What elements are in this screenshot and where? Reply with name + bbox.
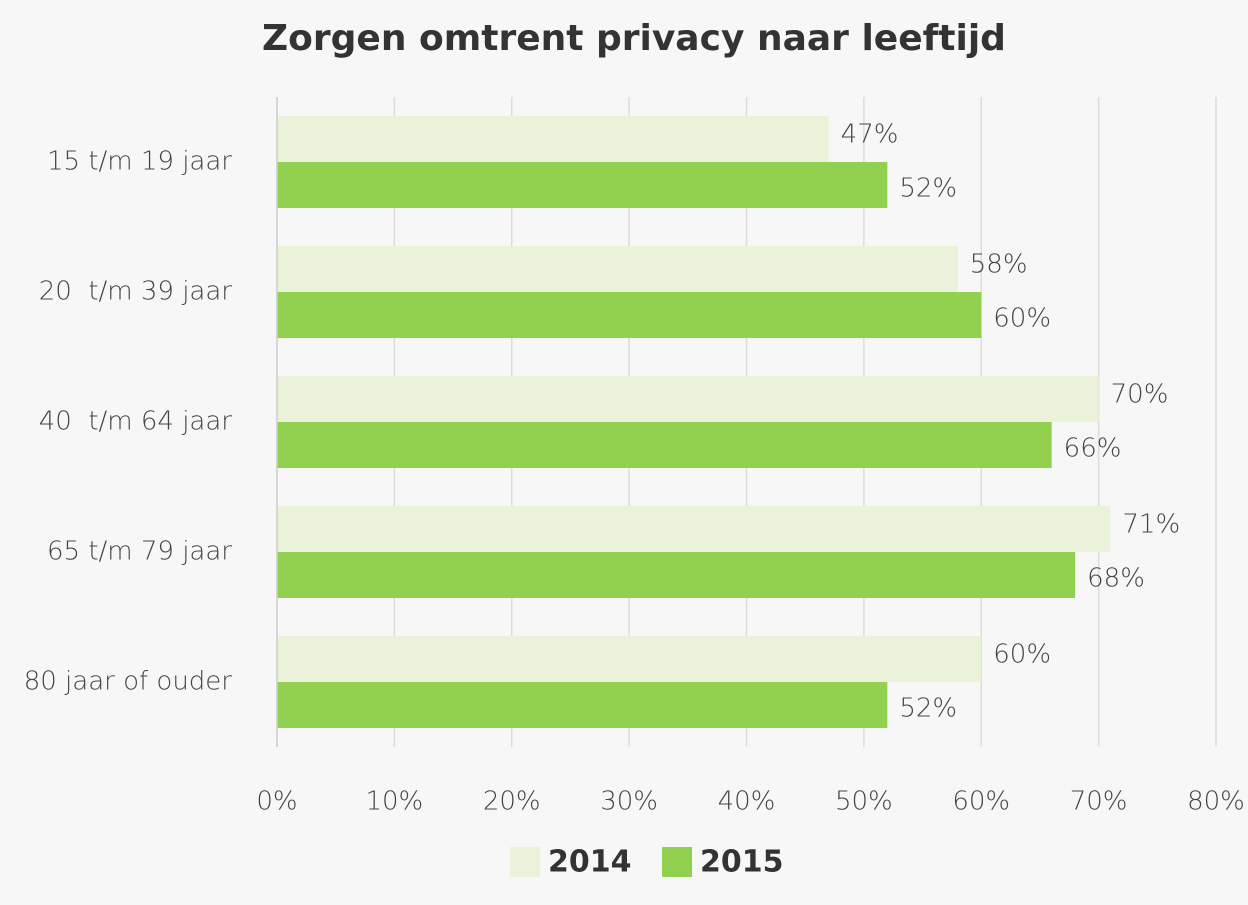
data-label: 68% (1087, 564, 1145, 594)
y-tick-label: 65 t/m 79 jaar (47, 537, 232, 567)
data-label: 66% (1064, 434, 1122, 464)
legend-label: 2014 (548, 845, 632, 880)
y-tick-label: 40 t/m 64 jaar (39, 407, 233, 437)
bar (277, 506, 1111, 552)
legend-swatch (662, 847, 692, 877)
x-tick-label: 70% (1070, 787, 1128, 817)
y-tick-label: 80 jaar of ouder (24, 667, 233, 697)
x-tick-label: 80% (1187, 787, 1245, 817)
data-label: 60% (993, 304, 1051, 334)
x-tick-label: 0% (256, 787, 297, 817)
data-label: 60% (993, 640, 1051, 670)
data-label: 52% (899, 694, 957, 724)
data-label: 52% (899, 174, 957, 204)
x-tick-label: 40% (718, 787, 776, 817)
x-tick-label: 50% (835, 787, 893, 817)
chart-title: Zorgen omtrent privacy naar leeftijd (262, 18, 1006, 59)
legend-swatch (510, 847, 540, 877)
bar (277, 376, 1099, 422)
x-tick-label: 10% (365, 787, 423, 817)
data-label: 58% (970, 250, 1028, 280)
bar (277, 162, 888, 208)
x-tick-label: 30% (600, 787, 658, 817)
bar (277, 422, 1052, 468)
bar (277, 116, 829, 162)
data-label: 70% (1111, 380, 1169, 410)
y-tick-label: 15 t/m 19 jaar (47, 147, 232, 177)
bar (277, 682, 888, 728)
data-label: 47% (841, 120, 899, 150)
bar (277, 636, 982, 682)
x-tick-label: 60% (952, 787, 1010, 817)
x-tick-label: 20% (483, 787, 541, 817)
legend-label: 2015 (700, 845, 784, 880)
data-label: 71% (1122, 510, 1180, 540)
bar (277, 292, 982, 338)
bar (277, 246, 958, 292)
y-tick-label: 20 t/m 39 jaar (39, 277, 233, 307)
bar (277, 552, 1076, 598)
